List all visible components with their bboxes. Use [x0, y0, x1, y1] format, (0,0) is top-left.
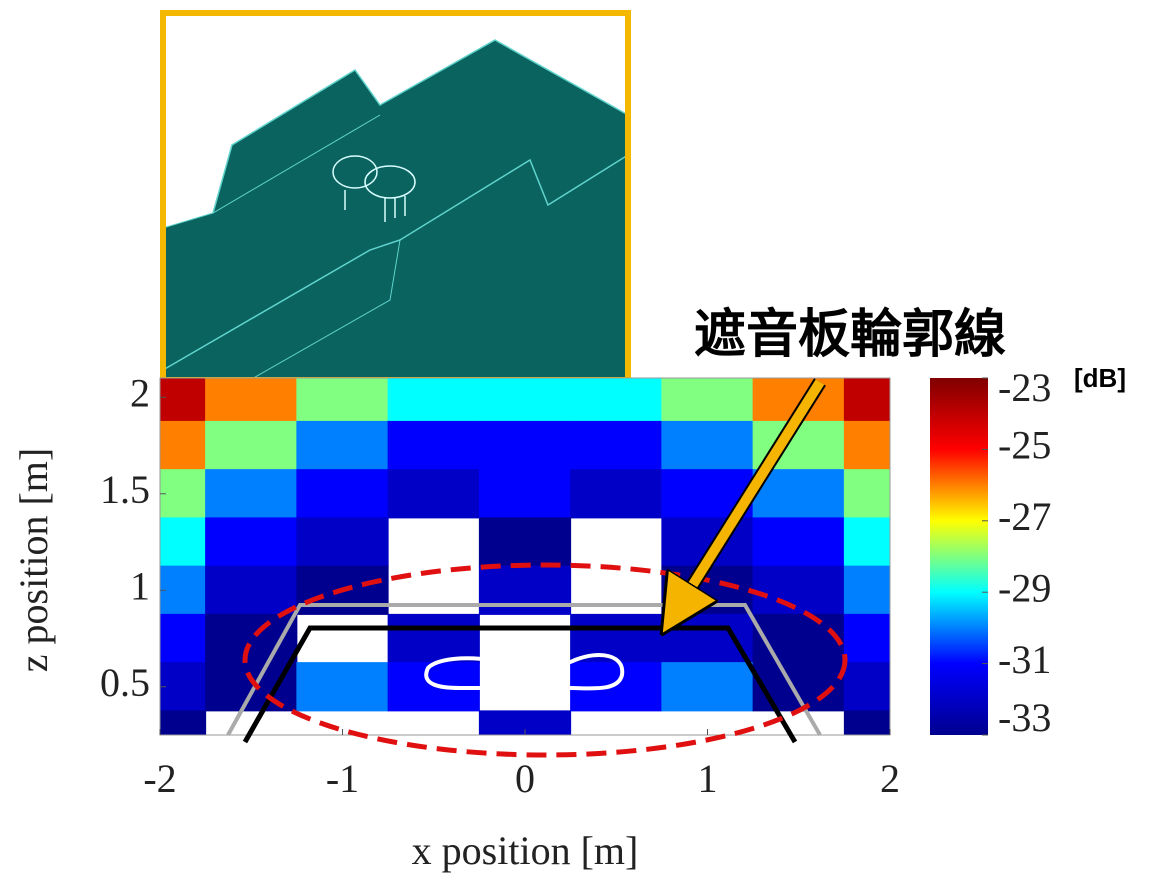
- contour-cell: [296, 517, 388, 566]
- y-tick-label: 0.5: [100, 660, 150, 705]
- contour-cell: [160, 469, 207, 518]
- contour-cell: [844, 662, 891, 711]
- contour-cell: [388, 614, 480, 663]
- contour-cell: [205, 469, 297, 518]
- contour-cell: [844, 421, 891, 470]
- contour-cell: [844, 517, 891, 566]
- figure: 遮音板輪郭線 [dB] x position [m] z position [m…: [0, 0, 1158, 877]
- contour-cell: [570, 378, 662, 422]
- colorbar-label: [dB]: [1074, 363, 1126, 393]
- annotation: 遮音板輪郭線: [694, 305, 1006, 365]
- y-axis-label: z position [m]: [11, 448, 56, 672]
- contour-cell: [296, 469, 388, 518]
- contour-cell: [844, 566, 891, 615]
- x-tick-label: 0: [515, 756, 535, 801]
- contour-cell: [160, 662, 207, 711]
- colorbar-tick-label: -27: [998, 494, 1051, 539]
- contour-cell: [661, 614, 753, 663]
- contour-cell: [844, 469, 891, 518]
- y-tick-label: 1.5: [100, 467, 150, 512]
- contour-cell: [296, 378, 388, 422]
- colorbar-tick-label: -29: [998, 565, 1051, 610]
- contour-cell: [160, 710, 207, 735]
- y-tick-label: 2: [130, 370, 150, 415]
- contour-cell: [205, 421, 297, 470]
- colorbar-tick-label: -25: [998, 423, 1051, 468]
- contour-cell: [296, 421, 388, 470]
- contour-cell: [205, 378, 297, 422]
- contour-cell: [661, 378, 753, 422]
- contour-cell: [160, 517, 207, 566]
- contour-cell: [661, 421, 753, 470]
- contour-cell: [160, 614, 207, 663]
- x-tick-label: 2: [880, 756, 900, 801]
- contour-cell: [753, 517, 845, 566]
- contour-cell: [753, 566, 845, 615]
- x-tick-label: -2: [143, 756, 176, 801]
- contour-cell: [160, 421, 207, 470]
- contour-cell: [205, 566, 297, 615]
- contour-cell: [205, 517, 297, 566]
- contour-cell: [479, 566, 571, 615]
- contour-cell: [479, 378, 571, 422]
- x-axis-label: x position [m]: [412, 828, 639, 873]
- colorbar-tick-label: -23: [998, 365, 1051, 410]
- contour-cell: [296, 662, 388, 711]
- contour-cell: [479, 517, 571, 566]
- colorbar-tick-label: -33: [998, 695, 1051, 740]
- contour-cell: [388, 421, 480, 470]
- contour-cell: [479, 421, 571, 470]
- contour-cell: [388, 378, 480, 422]
- plot-area: [160, 378, 891, 736]
- contour-cell: [844, 614, 891, 663]
- contour-cell: [844, 710, 891, 735]
- contour-cell: [160, 566, 207, 615]
- contour-cell: [160, 378, 207, 422]
- colorbar-tick-label: -31: [998, 637, 1051, 682]
- contour-cell: [844, 378, 891, 422]
- contour-cell: [388, 469, 480, 518]
- contour-cell: [479, 469, 571, 518]
- inset-model: [163, 13, 628, 380]
- y-tick-label: 1: [130, 563, 150, 608]
- colorbar: [930, 378, 988, 735]
- x-tick-label: 1: [698, 756, 718, 801]
- contour-cell: [661, 662, 753, 711]
- contour-cell: [570, 421, 662, 470]
- contour-cell: [570, 469, 662, 518]
- x-tick-label: -1: [326, 756, 359, 801]
